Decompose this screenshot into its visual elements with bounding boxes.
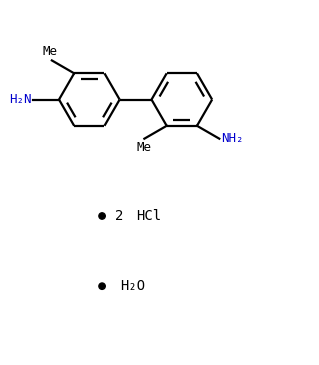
Circle shape	[99, 283, 105, 289]
Text: Me: Me	[137, 141, 152, 154]
Text: Me: Me	[43, 45, 58, 58]
Text: H₂N: H₂N	[9, 93, 32, 106]
Circle shape	[99, 213, 105, 219]
Text: HCl: HCl	[136, 209, 161, 223]
Text: H₂O: H₂O	[120, 279, 145, 293]
Text: 2: 2	[115, 209, 124, 223]
Text: NH₂: NH₂	[221, 132, 243, 145]
